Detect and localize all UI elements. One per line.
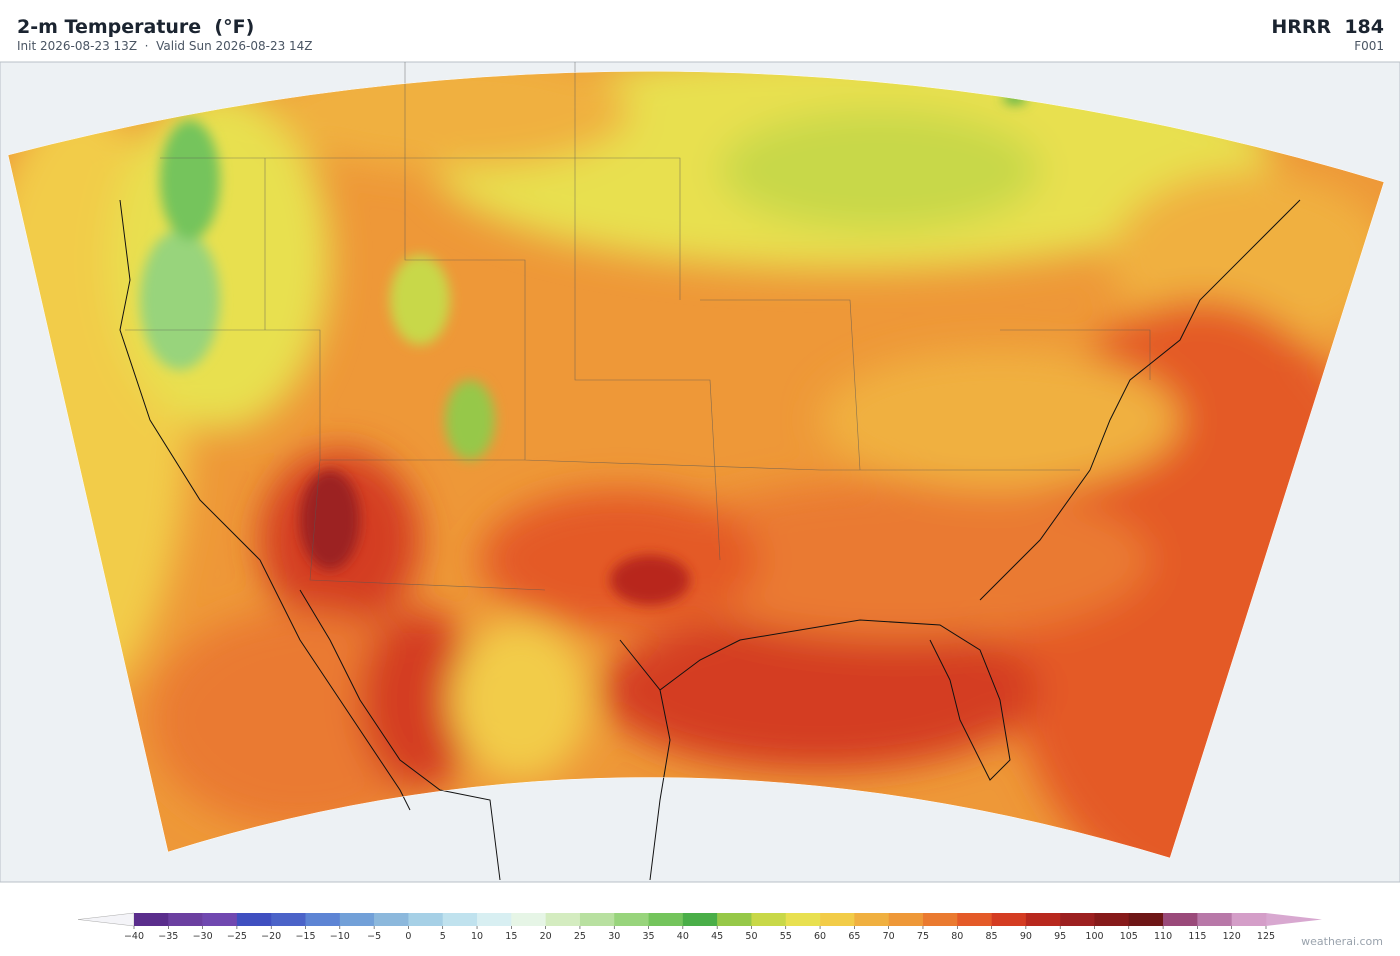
colorbar-tick-label: 25	[574, 931, 586, 942]
colorbar-segment	[168, 913, 203, 926]
colorbar-tick-label: −15	[295, 931, 315, 942]
colorbar-segment	[442, 913, 478, 926]
colorbar-under	[77, 912, 135, 927]
colorbar-segment	[1197, 913, 1232, 926]
colorbar-tick-label: −40	[124, 931, 144, 942]
colorbar-segment	[991, 913, 1027, 926]
colorbar-tick-label: 55	[780, 931, 792, 942]
colorbar-tick-label: 125	[1257, 931, 1275, 942]
colorbar-tick-label: −35	[158, 931, 178, 942]
colorbar-tick-label: −30	[193, 931, 213, 942]
colorbar-tick-label: −10	[330, 931, 350, 942]
colorbar-tick-label: 100	[1085, 931, 1103, 942]
map-title: 2-m Temperature (°F)	[17, 16, 255, 38]
colorbar-segment	[854, 913, 889, 926]
colorbar-segment	[751, 913, 787, 926]
colorbar-tick-label: 30	[608, 931, 620, 942]
colorbar-tick-label: 120	[1223, 931, 1241, 942]
colorbar-tick-label: 20	[540, 931, 552, 942]
colorbar-segment	[888, 913, 924, 926]
colorbar-segment	[579, 913, 615, 926]
colorbar-tick-label: 45	[711, 931, 723, 942]
colorbar-segment	[408, 913, 444, 926]
colorbar-tick-label: 105	[1120, 931, 1138, 942]
colorbar-tick-label: 15	[505, 931, 517, 942]
model-label: HRRR 184	[1271, 16, 1384, 38]
colorbar-segment	[305, 913, 341, 926]
colorbar-segment	[785, 913, 821, 926]
colorbar-segment	[545, 913, 581, 926]
colorbar-tick-label: 110	[1154, 931, 1172, 942]
colorbar-tick-label: 35	[642, 931, 654, 942]
colorbar-tick-label: −25	[227, 931, 247, 942]
colorbar-over	[1266, 913, 1322, 926]
colorbar-tick-label: 85	[986, 931, 998, 942]
colorbar-tick-label: 75	[917, 931, 929, 942]
colorbar-tick-label: −20	[261, 931, 281, 942]
colorbar-tick-label: 115	[1188, 931, 1206, 942]
colorbar-segment	[614, 913, 649, 926]
colorbar-tick-label: 50	[745, 931, 757, 942]
colorbar-segment	[717, 913, 752, 926]
temperature-field	[8, 71, 1384, 859]
colorbar-segment	[922, 913, 958, 926]
colorbar-segment	[1163, 913, 1198, 926]
colorbar-segment	[648, 913, 684, 926]
credit: weatherai.com	[1301, 935, 1383, 948]
colorbar-segment	[374, 913, 409, 926]
colorbar-segment	[339, 913, 375, 926]
colorbar-segment	[1060, 913, 1095, 926]
colorbar-tick-label: 95	[1054, 931, 1066, 942]
coastlines	[119, 199, 1301, 881]
colorbar-tick-label: 80	[951, 931, 963, 942]
colorbar-tick-label: 60	[814, 931, 826, 942]
colorbar: −40 −35 −30 −25 −20 −15 −10 −5 0 5 10 15 20 25 30 35 40 4…	[77, 912, 1322, 942]
colorbar-segment	[1128, 913, 1164, 926]
colorbar-tick-label: 5	[440, 931, 446, 942]
colorbar-segment	[236, 913, 272, 926]
colorbar-tick-label: 40	[677, 931, 689, 942]
state-borders	[125, 62, 1151, 591]
colorbar-tick-label: 90	[1020, 931, 1032, 942]
colorbar-tick-label: 65	[848, 931, 860, 942]
colorbar-segment	[477, 913, 512, 926]
colorbar-segment	[271, 913, 306, 926]
colorbar-tick-label: 10	[471, 931, 483, 942]
colorbar-tick-label: −5	[367, 931, 381, 942]
colorbar-segment	[134, 913, 169, 926]
colorbar-segment	[820, 913, 855, 926]
map-subtitle: Init 2026-08-23 13Z · Valid Sun 2026-08-…	[17, 39, 313, 53]
colorbar-tick-label: 70	[883, 931, 895, 942]
colorbar-tick-label: 0	[405, 931, 411, 942]
colorbar-segment	[202, 913, 238, 926]
colorbar-segment	[511, 913, 546, 926]
forecast-hour: F001	[1354, 39, 1384, 53]
colorbar-segment	[1025, 913, 1061, 926]
colorbar-segment	[1231, 913, 1267, 926]
colorbar-segment	[957, 913, 992, 926]
colorbar-segment	[1094, 913, 1130, 926]
colorbar-segment	[682, 913, 718, 926]
domain-edge	[7, 71, 1385, 859]
